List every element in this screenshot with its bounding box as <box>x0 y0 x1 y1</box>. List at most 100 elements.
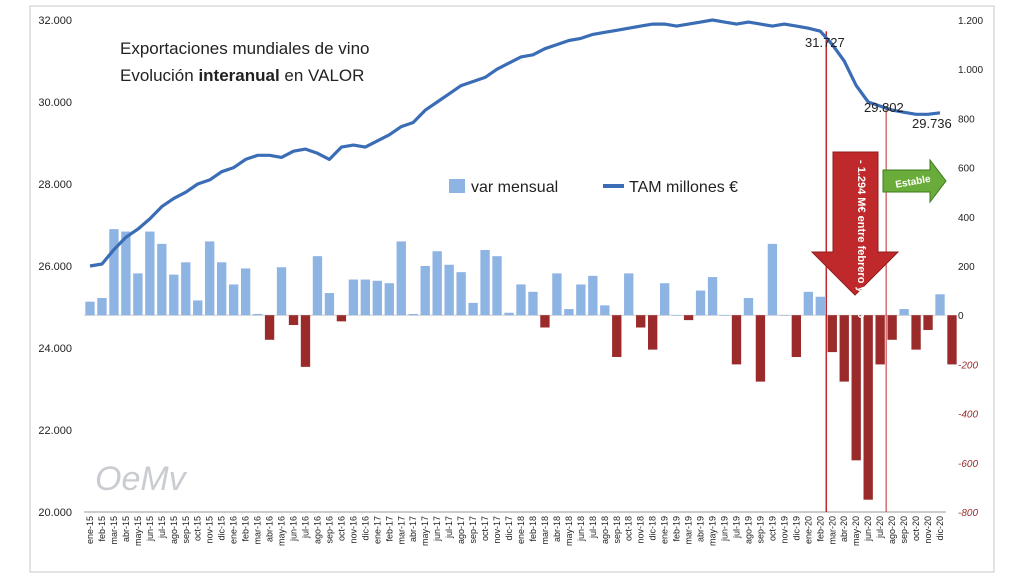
x-tick-label: ene-16 <box>229 516 239 544</box>
x-tick-label: nov-15 <box>205 516 215 544</box>
bar-positive <box>432 251 442 316</box>
x-tick-label: mar-16 <box>253 516 263 545</box>
bar-negative <box>540 315 550 328</box>
bar-negative <box>612 315 622 358</box>
x-tick-label: dic-16 <box>360 516 370 541</box>
left-tick-label: 24.000 <box>38 343 72 355</box>
x-tick-label: abr-17 <box>408 516 418 542</box>
bar-negative <box>731 315 742 365</box>
bar-positive <box>528 291 538 316</box>
bar-positive <box>468 302 478 316</box>
right-tick-label: 800 <box>958 114 975 125</box>
x-tick-label: oct-15 <box>193 516 203 541</box>
bar-positive <box>935 294 945 316</box>
bar-positive <box>624 273 634 316</box>
tam-series-line <box>89 18 941 268</box>
bar-negative <box>683 315 694 321</box>
x-tick-label: ago-20 <box>887 516 897 544</box>
legend-bar-swatch <box>449 179 465 193</box>
x-tick-label: mar-20 <box>827 516 837 545</box>
annotation-peak: 31.727 <box>805 35 845 50</box>
bar-positive <box>312 256 323 316</box>
left-tick-label: 22.000 <box>38 425 72 437</box>
x-tick-label: jun-17 <box>432 516 442 542</box>
bar-positive <box>480 250 490 316</box>
x-tick-label: nov-17 <box>492 516 502 544</box>
bar-positive <box>324 293 335 316</box>
bar-negative <box>875 315 885 365</box>
bar-positive <box>444 264 454 316</box>
bar-negative <box>288 315 299 326</box>
bar-positive <box>803 291 813 316</box>
bar-negative <box>923 315 933 330</box>
x-tick-label: jul-16 <box>300 516 310 539</box>
bar-positive <box>181 262 191 316</box>
bar-positive <box>85 301 95 316</box>
x-axis: ene-15 feb-15 mar-15 abr-15 may-15 jun-15 jul-… <box>85 516 945 546</box>
bar-negative <box>947 315 957 365</box>
x-tick-label: ene-17 <box>372 516 382 544</box>
x-tick-label: jul-20 <box>875 516 885 539</box>
bar-positive <box>695 290 706 316</box>
bar-positive <box>217 262 227 316</box>
annotation-mid: 29.802 <box>864 100 904 115</box>
bar-positive <box>276 267 287 316</box>
left-tick-label: 20.000 <box>38 507 72 519</box>
x-tick-label: abr-20 <box>839 516 849 542</box>
x-tick-label: may-17 <box>420 516 430 546</box>
x-tick-label: oct-16 <box>336 516 346 541</box>
x-tick-label: may-16 <box>277 516 287 546</box>
x-tick-label: jun-15 <box>145 516 155 542</box>
tam-line <box>89 18 941 268</box>
bar-positive <box>205 241 215 316</box>
bar-negative <box>636 315 646 328</box>
right-y-axis: -800 -600 -400 -200 0 200 400 600 800 1.000 1.200 <box>958 16 983 519</box>
right-tick-label: 400 <box>958 213 975 224</box>
right-tick-label: 600 <box>958 164 975 175</box>
x-tick-label: abr-18 <box>552 516 562 542</box>
x-tick-label: mar-17 <box>396 516 406 545</box>
right-tick-label: 0 <box>958 311 964 322</box>
legend-label-var-mensual: var mensual <box>471 179 558 196</box>
bar-negative <box>827 315 837 353</box>
bar-positive <box>707 277 718 316</box>
bar-positive <box>659 283 670 316</box>
legend-label-tam: TAM millones € <box>629 179 738 196</box>
bar-positive <box>360 279 371 316</box>
x-tick-label: sep-19 <box>755 516 765 544</box>
x-tick-label: sep-17 <box>468 516 478 544</box>
x-tick-label: sep-15 <box>181 516 191 544</box>
bar-positive <box>576 284 586 316</box>
bar-positive <box>228 284 239 316</box>
x-tick-label: sep-18 <box>612 516 622 544</box>
bar-negative <box>911 315 921 350</box>
bar-positive <box>779 315 790 316</box>
x-tick-label: jun-20 <box>863 516 873 542</box>
x-tick-label: jul-15 <box>157 516 167 539</box>
x-tick-label: ene-18 <box>516 516 526 544</box>
red-decline-arrow: - 1.294 M€ entre febrero y julio <box>810 151 900 319</box>
var-mensual-bars <box>85 229 957 500</box>
bar-negative <box>887 315 897 340</box>
bar-positive <box>516 284 526 316</box>
bar-positive <box>504 312 514 316</box>
right-tick-label: 200 <box>958 262 975 273</box>
gridlines <box>84 314 946 513</box>
bar-positive <box>671 315 682 316</box>
x-tick-label: may-15 <box>133 516 143 546</box>
x-tick-label: nov-18 <box>636 516 646 544</box>
bar-positive <box>600 305 610 316</box>
bar-positive <box>145 231 155 316</box>
right-tick-label: -200 <box>958 360 978 371</box>
x-tick-label: abr-15 <box>121 516 131 542</box>
bar-positive <box>193 300 203 316</box>
bar-positive <box>456 272 466 316</box>
left-tick-label: 30.000 <box>38 97 72 109</box>
bar-positive <box>408 313 418 316</box>
x-tick-label: ene-19 <box>660 516 670 544</box>
bar-negative <box>851 315 861 461</box>
x-tick-label: nov-19 <box>779 516 789 544</box>
x-tick-label: oct-18 <box>624 516 634 541</box>
x-tick-label: feb-20 <box>815 516 825 542</box>
bar-positive <box>384 283 394 316</box>
